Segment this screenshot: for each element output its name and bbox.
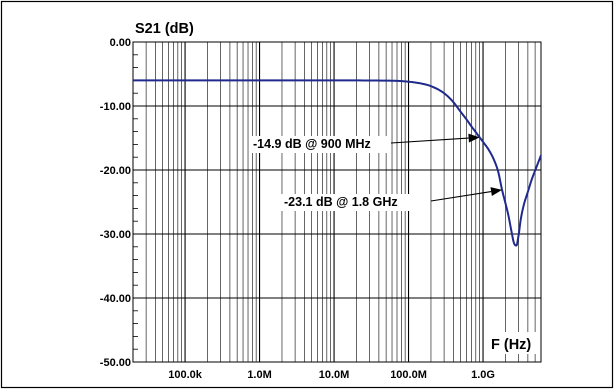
annotation-leader-line [390,137,469,144]
y-tick-label: -20.00 [100,165,131,177]
x-axis-label: F (Hz) [491,337,531,353]
chart-title: S21 (dB) [135,21,194,37]
y-tick-label: -10.00 [100,101,131,113]
y-tick-label: 0.00 [110,37,131,49]
plot-area-border [132,41,542,363]
x-tick-label: 1.0G [471,369,495,381]
annotation-background [280,194,429,211]
y-tick-label: -40.00 [100,293,131,305]
annotation-label: -14.9 dB @ 900 MHz [253,137,371,151]
annotation-label: -23.1 dB @ 1.8 GHz [284,195,398,209]
s21-curve-layer [133,79,542,247]
x-tick-label: 100.0M [390,369,427,381]
y-tick-label: -50.00 [100,357,131,369]
x-tick-label: 100.0k [168,369,203,381]
annotation-layer: -14.9 dB @ 900 MHz -23.1 dB @ 1.8 GHz [249,133,503,211]
annotation-leader-line [430,191,492,202]
x-tick-label: 10.0M [319,369,350,381]
axis-tick-labels: 0.00 -10.00 -20.00 -30.00 -40.00 -50.00 100.0k… [100,37,495,381]
annotation-arrow-head [490,187,503,196]
annotation-arrow-head [468,133,480,143]
series-line [133,79,542,247]
xlabel-background [488,332,540,354]
y-tick-label: -30.00 [100,229,131,241]
annotation-background [249,136,389,153]
x-tick-label: 1.0M [247,369,271,381]
